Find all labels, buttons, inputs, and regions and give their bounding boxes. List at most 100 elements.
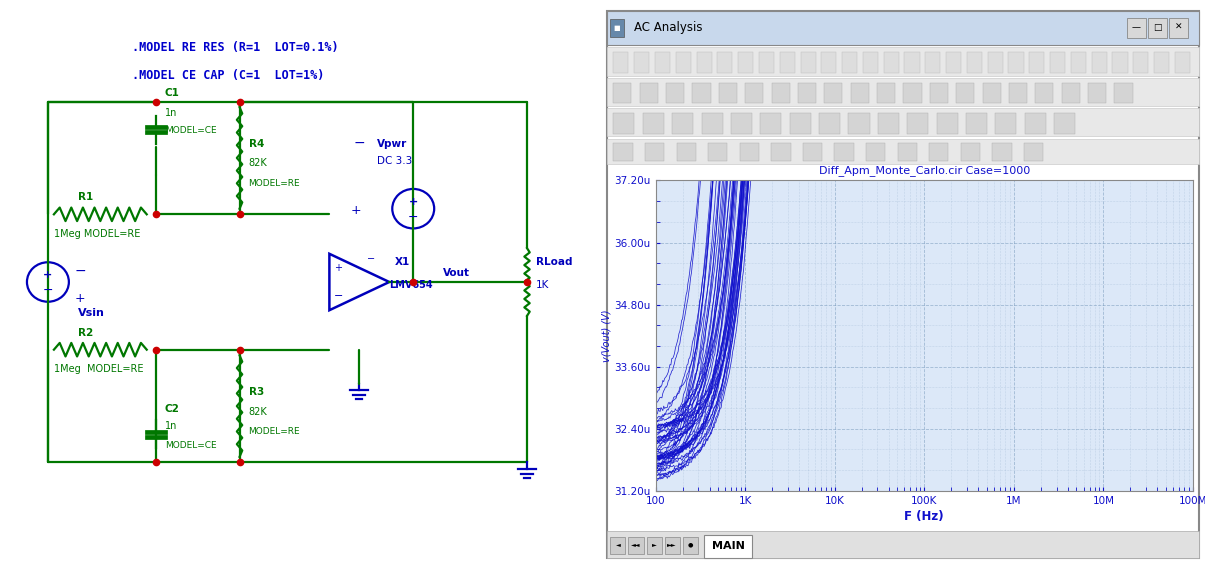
Bar: [611, 19, 624, 37]
Text: +: +: [43, 270, 53, 280]
Bar: [863, 52, 878, 73]
Bar: [789, 113, 811, 134]
Text: R2: R2: [78, 328, 93, 338]
Text: ●: ●: [688, 543, 693, 547]
Text: MAIN: MAIN: [712, 541, 745, 551]
Bar: [946, 52, 962, 73]
Bar: [613, 83, 631, 103]
Text: ◄◄: ◄◄: [631, 543, 641, 547]
Text: C1: C1: [165, 88, 180, 98]
Text: R1: R1: [78, 192, 93, 202]
Text: —: —: [1131, 23, 1141, 32]
Text: 1n: 1n: [165, 108, 177, 118]
Text: RLoad: RLoad: [536, 257, 572, 267]
Bar: [936, 113, 958, 134]
Bar: [966, 52, 982, 73]
Bar: [1071, 52, 1086, 73]
Bar: [925, 52, 940, 73]
Bar: [851, 83, 869, 103]
Bar: [929, 143, 948, 161]
X-axis label: F (Hz): F (Hz): [905, 510, 944, 523]
Bar: [634, 52, 649, 73]
Text: ►: ►: [652, 543, 657, 547]
Text: 1Meg MODEL=RE: 1Meg MODEL=RE: [54, 229, 140, 239]
Bar: [717, 52, 733, 73]
Bar: [1112, 52, 1128, 73]
Bar: [771, 83, 789, 103]
Text: +: +: [351, 204, 362, 217]
Bar: [822, 52, 836, 73]
Bar: [607, 47, 1199, 76]
Bar: [647, 537, 662, 554]
Bar: [966, 113, 987, 134]
Bar: [759, 52, 774, 73]
Bar: [957, 83, 975, 103]
Bar: [800, 52, 816, 73]
Title: Diff_Apm_Monte_Carlo.cir Case=1000: Diff_Apm_Monte_Carlo.cir Case=1000: [818, 166, 1030, 177]
Text: Vout: Vout: [443, 268, 470, 279]
Y-axis label: v(Vout) (V): v(Vout) (V): [601, 309, 612, 362]
Bar: [745, 83, 763, 103]
Bar: [640, 83, 658, 103]
Bar: [803, 143, 822, 161]
Text: DC 3.3: DC 3.3: [377, 156, 412, 166]
Bar: [992, 143, 1012, 161]
Bar: [1169, 18, 1188, 38]
Bar: [1062, 83, 1080, 103]
Bar: [607, 78, 1199, 106]
Text: 1K: 1K: [536, 280, 549, 290]
Bar: [1115, 83, 1133, 103]
Bar: [709, 143, 728, 161]
Bar: [676, 143, 695, 161]
Text: AC Analysis: AC Analysis: [635, 21, 703, 34]
Bar: [905, 52, 919, 73]
Text: 1Meg  MODEL=RE: 1Meg MODEL=RE: [54, 364, 143, 374]
Bar: [866, 143, 886, 161]
Text: LMV654: LMV654: [389, 280, 433, 290]
Bar: [877, 113, 899, 134]
Bar: [988, 52, 1003, 73]
Bar: [613, 113, 635, 134]
Text: C2: C2: [165, 404, 180, 414]
Text: □: □: [1153, 23, 1162, 32]
Text: R3: R3: [248, 387, 264, 397]
Bar: [656, 52, 670, 73]
Text: 82K: 82K: [248, 407, 268, 417]
Bar: [907, 113, 928, 134]
Bar: [629, 537, 643, 554]
Text: ►►: ►►: [668, 543, 677, 547]
Bar: [1024, 143, 1044, 161]
Bar: [780, 52, 795, 73]
Bar: [607, 108, 1199, 136]
Text: ■: ■: [613, 25, 621, 30]
Text: .MODEL CE CAP (C=1  LOT=1%): .MODEL CE CAP (C=1 LOT=1%): [131, 69, 324, 82]
Bar: [1035, 83, 1053, 103]
Bar: [904, 83, 922, 103]
Bar: [1127, 18, 1146, 38]
Bar: [1024, 113, 1046, 134]
Bar: [819, 113, 840, 134]
Bar: [719, 83, 737, 103]
Bar: [1154, 52, 1169, 73]
Bar: [613, 143, 633, 161]
Text: +: +: [408, 197, 418, 207]
Text: R4: R4: [248, 139, 264, 149]
Bar: [1009, 52, 1023, 73]
Bar: [676, 52, 690, 73]
Bar: [1054, 113, 1075, 134]
Bar: [798, 83, 816, 103]
Text: Vsin: Vsin: [78, 308, 105, 318]
Bar: [607, 11, 1199, 45]
Text: −: −: [75, 264, 87, 277]
Text: ✕: ✕: [1175, 23, 1182, 32]
Bar: [960, 143, 980, 161]
Bar: [1009, 83, 1027, 103]
Text: ◄: ◄: [616, 543, 621, 547]
Bar: [701, 113, 723, 134]
Text: 1n: 1n: [165, 421, 177, 431]
Text: MODEL=RE: MODEL=RE: [248, 428, 300, 437]
Text: .MODEL RE RES (R=1  LOT=0.1%): .MODEL RE RES (R=1 LOT=0.1%): [131, 41, 339, 54]
Text: −: −: [42, 284, 53, 297]
Bar: [693, 83, 711, 103]
Bar: [1088, 83, 1106, 103]
